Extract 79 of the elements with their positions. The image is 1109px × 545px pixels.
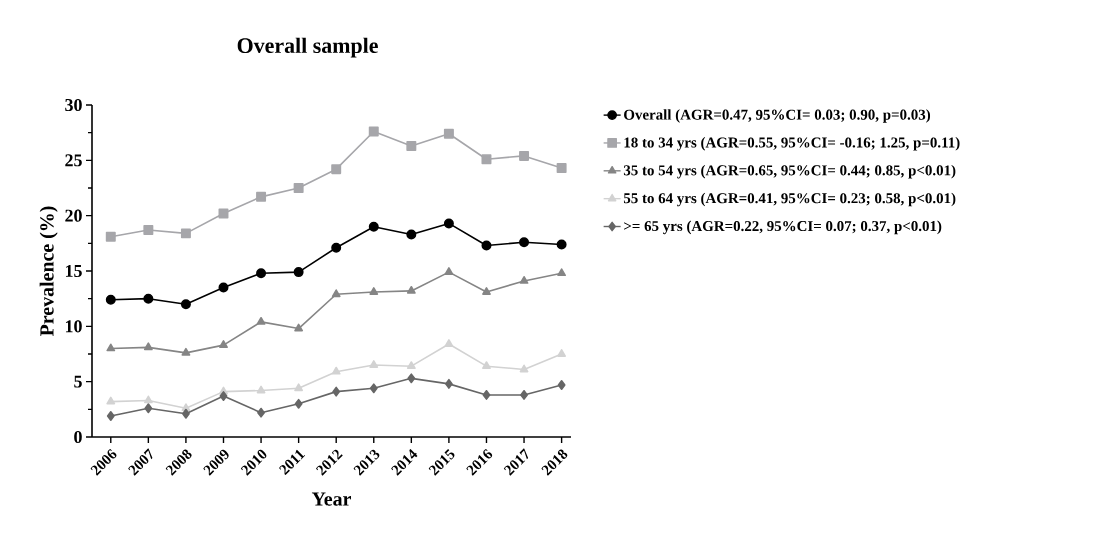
point [105,294,116,305]
point [293,267,304,278]
point [256,268,267,279]
legend-label: 35 to 54 yrs (AGR=0.65, 95%CI= 0.44; 0.85, p<0.01) [623,164,956,179]
point [482,389,491,400]
y-tick-label: 25 [65,154,82,167]
chart-title: Overall sample [237,37,378,58]
x-tick-label: 2011 [279,449,306,476]
point [143,395,153,404]
point [144,403,153,414]
point [332,386,341,397]
point [256,316,266,325]
y-tick-label: 5 [74,375,82,388]
point [218,282,229,293]
point [444,267,454,275]
point [406,361,416,370]
legend-label: >= 65 yrs (AGR=0.22, 95%CI= 0.07; 0.37, p<0.01) [624,220,942,235]
point [180,228,191,239]
point [181,408,190,419]
point [106,343,116,352]
y-tick-label: 0 [74,430,82,444]
point [406,229,417,240]
x-axis-title: Year [311,492,352,506]
point [219,391,228,402]
point [444,378,453,389]
point [407,373,416,384]
point [557,349,567,357]
y-axis-title: Prevalence (%) [39,206,58,337]
point [519,364,529,373]
point [557,268,567,277]
point [557,380,566,390]
point [369,383,378,394]
y-tick-label: 30 [65,98,82,112]
point [481,154,492,165]
y-tick-label: 10 [65,320,82,333]
point [556,239,567,250]
point [219,340,228,349]
point [294,323,304,332]
point [406,140,417,151]
point [519,275,529,284]
point [520,389,528,400]
point [331,366,341,375]
y-tick-label: 20 [65,209,82,222]
point [218,208,229,219]
point [143,225,154,236]
legend-label: 18 to 34 yrs (AGR=0.55, 95%CI= -0.16; 1.25, p=0.11) [624,137,960,151]
point [443,218,454,229]
legend-label: 55 to 64 yrs (AGR=0.41, 95%CI= 0.23; 0.58, p<0.01) [623,192,956,207]
point [256,385,266,394]
point [331,289,341,298]
point [369,360,379,368]
point [294,398,303,409]
point [331,242,342,253]
point [519,237,530,248]
point [369,287,379,295]
legend-label: Overall (AGR=0.47, 95%CI= 0.03; 0.90, p=0.03) [624,109,931,123]
point [482,361,491,370]
point [331,164,342,175]
point [519,150,530,161]
point [256,191,267,202]
point [180,299,191,310]
point [143,342,153,351]
point [257,407,265,418]
point [443,128,454,139]
point [368,126,379,137]
point [482,287,491,295]
point [143,293,154,304]
point [105,231,116,242]
point [181,347,191,356]
point [106,396,116,405]
point [406,285,416,294]
point [556,163,567,174]
point [481,240,492,251]
point [294,383,304,392]
point [444,339,454,347]
point [293,183,304,193]
y-tick-label: 15 [65,264,82,277]
point [106,410,115,421]
point [368,221,379,232]
